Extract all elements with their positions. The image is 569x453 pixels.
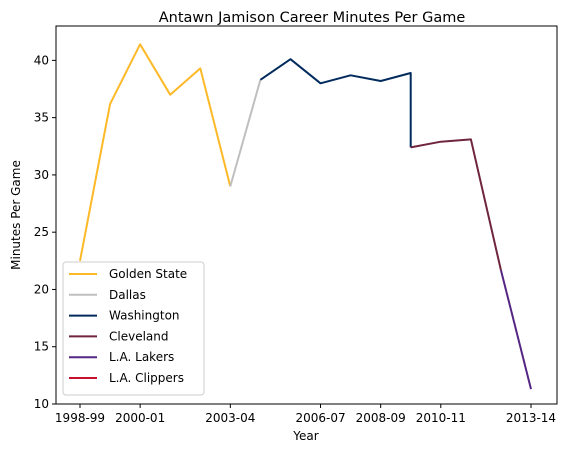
series-lines	[79, 43, 532, 390]
x-tick-label: 2013-14	[506, 411, 556, 425]
legend-label: Golden State	[109, 267, 187, 281]
y-tick-label: 25	[34, 225, 49, 239]
x-tick-label: 2006-07	[295, 411, 345, 425]
legend-label: L.A. Clippers	[109, 371, 184, 385]
x-tick-label: 2010-11	[416, 411, 466, 425]
x-axis: 1998-99 2000-01 2003-04 2006-07 2008-09 2010-…	[55, 404, 556, 425]
legend: Golden State Dallas Washington Cleveland L.A…	[62, 261, 205, 396]
y-tick-label: 40	[34, 53, 49, 67]
x-axis-label: Year	[292, 429, 318, 443]
legend-box	[62, 261, 205, 396]
series-line-dallas	[229, 79, 262, 187]
series-line-golden-state	[79, 43, 232, 261]
series-line-l-a-lakers	[499, 269, 532, 390]
y-tick-label: 15	[34, 340, 49, 354]
y-tick-label: 30	[34, 168, 49, 182]
x-tick-label: 2003-04	[205, 411, 255, 425]
legend-label: L.A. Lakers	[109, 350, 174, 364]
legend-label: Washington	[109, 309, 180, 323]
x-tick-label: 1998-99	[55, 411, 105, 425]
x-tick-label: 2000-01	[115, 411, 165, 425]
y-tick-label: 20	[34, 282, 49, 296]
chart-title: Antawn Jamison Career Minutes Per Game	[159, 10, 466, 26]
y-axis: 10 15 20 25 30 35 40	[34, 53, 56, 411]
series-line-cleveland	[410, 138, 502, 271]
series-line-washington	[259, 58, 412, 148]
plot-frame	[55, 25, 558, 405]
y-axis-label: Minutes Per Game	[9, 160, 23, 270]
legend-label: Cleveland	[109, 329, 169, 343]
y-tick-label: 10	[34, 397, 49, 411]
y-tick-label: 35	[34, 111, 49, 125]
x-tick-label: 2008-09	[356, 411, 406, 425]
legend-label: Dallas	[109, 288, 146, 302]
